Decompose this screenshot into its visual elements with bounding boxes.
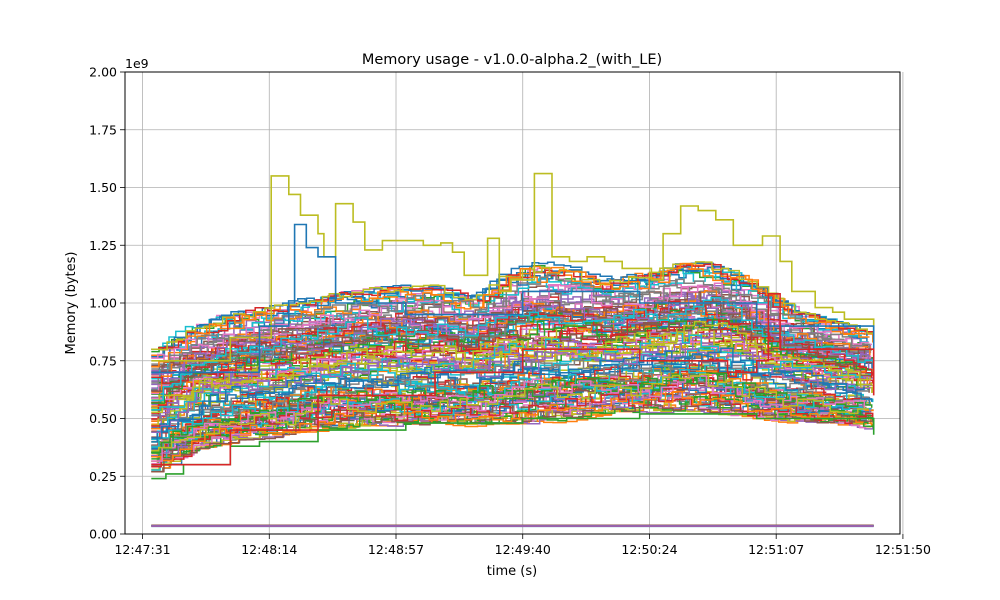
y-tick-label: 1.25 bbox=[89, 238, 117, 253]
y-axis-label: Memory (bytes) bbox=[64, 252, 79, 355]
x-tick-label: 12:51:07 bbox=[748, 542, 804, 557]
series-line bbox=[151, 293, 875, 466]
series-line bbox=[151, 320, 872, 393]
y-tick-label: 1.00 bbox=[89, 296, 117, 311]
series-line bbox=[151, 369, 872, 448]
series-line bbox=[151, 363, 865, 456]
series-line bbox=[151, 261, 875, 351]
x-axis-ticks: 12:47:31 12:48:14 12:48:57 12:49:40 12:50:24… bbox=[114, 534, 931, 557]
y-tick-label: 0.25 bbox=[89, 469, 117, 484]
series-line bbox=[151, 223, 875, 374]
series-line bbox=[151, 373, 869, 452]
y-axis-ticks: 0.00 0.25 0.50 0.75 1.00 1.25 1.50 1.75 2.00 bbox=[89, 65, 125, 542]
x-tick-label: 12:48:57 bbox=[368, 542, 424, 557]
series-line bbox=[151, 348, 871, 433]
x-tick-label: 12:49:40 bbox=[495, 542, 551, 557]
series-line bbox=[151, 332, 872, 429]
y-tick-label: 2.00 bbox=[89, 65, 117, 80]
plot-lines bbox=[151, 172, 875, 528]
y-axis-multiplier: 1e9 bbox=[125, 56, 149, 71]
x-tick-label: 12:51:50 bbox=[875, 542, 931, 557]
series-line bbox=[151, 393, 874, 468]
series-line bbox=[151, 172, 875, 362]
series-line bbox=[151, 368, 871, 447]
y-tick-label: 0.00 bbox=[89, 527, 117, 542]
y-tick-label: 1.75 bbox=[89, 122, 117, 137]
series-line bbox=[151, 262, 870, 368]
y-tick-label: 0.75 bbox=[89, 353, 117, 368]
series-line bbox=[151, 291, 866, 368]
series-line bbox=[151, 263, 875, 350]
y-tick-label: 1.50 bbox=[89, 180, 117, 195]
series-line bbox=[151, 320, 871, 401]
x-tick-label: 12:47:31 bbox=[114, 542, 170, 557]
series-line bbox=[151, 390, 864, 462]
series-line bbox=[151, 273, 870, 371]
x-axis-label: time (s) bbox=[487, 564, 537, 579]
y-tick-label: 0.50 bbox=[89, 411, 117, 426]
x-tick-label: 12:50:24 bbox=[621, 542, 677, 557]
series-line bbox=[151, 296, 874, 402]
series-line bbox=[151, 402, 872, 464]
series-line bbox=[151, 299, 870, 385]
series-line bbox=[151, 355, 873, 443]
series-line bbox=[151, 297, 870, 375]
x-tick-label: 12:48:14 bbox=[241, 542, 297, 557]
chart-title: Memory usage - v1.0.0-alpha.2_(with_LE) bbox=[362, 52, 662, 68]
